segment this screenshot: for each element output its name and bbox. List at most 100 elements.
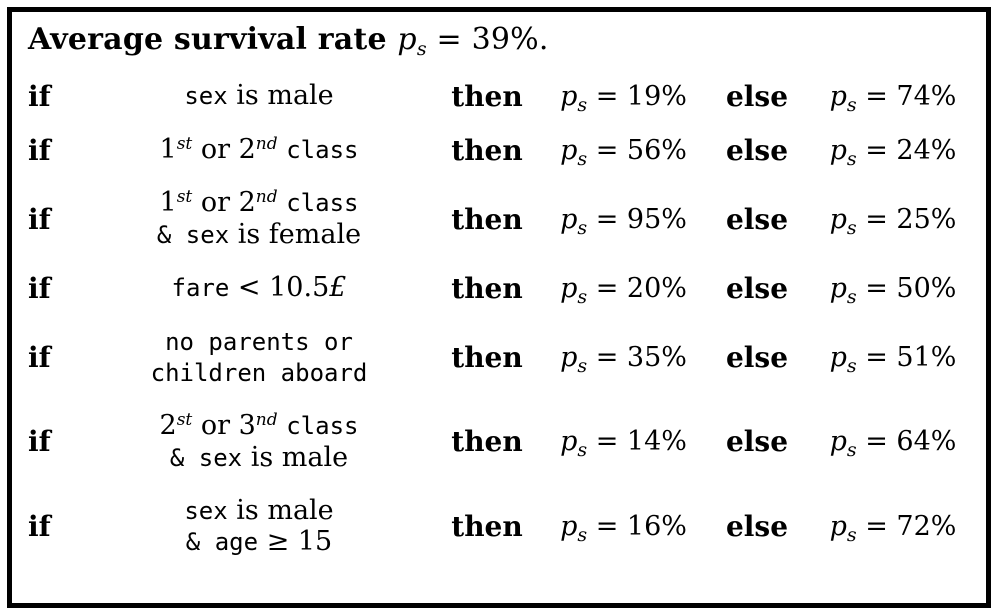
rule-row: if 1st or 2nd class & sex is female then ps … <box>12 187 986 251</box>
condition-line: sex is male <box>90 495 428 527</box>
condition-line: fare < 10.5£ <box>90 272 428 304</box>
else-keyword: else <box>725 202 789 236</box>
then-keyword: then <box>451 133 523 167</box>
then-keyword: then <box>451 202 523 236</box>
ps-value: = 64% <box>856 426 957 458</box>
ps-var: p <box>829 134 847 166</box>
condition-segment <box>278 410 287 441</box>
ps-value: = 35% <box>587 341 687 373</box>
ps-value: = 56% <box>587 134 687 166</box>
condition-segment: class <box>286 136 359 165</box>
then-survival-value: ps = 20% <box>546 272 701 307</box>
condition-segment: no parents or <box>165 327 353 356</box>
ps-value: = 25% <box>856 203 957 235</box>
condition-segment: is male <box>227 80 334 112</box>
else-survival-value: ps = 25% <box>813 203 973 238</box>
else-keyword: else <box>725 340 789 374</box>
rule-row: if 1st or 2nd class then ps = 56% else ps = 2… <box>12 133 986 169</box>
ps-sub: s <box>846 93 857 116</box>
ps-sub: s <box>577 354 588 377</box>
rule-row: if sex is male then ps = 19% else ps = 74% <box>12 79 986 116</box>
rule-row: if fare < 10.5£ then ps = 20% else ps = 50% <box>12 271 986 307</box>
ps-var: p <box>829 272 847 304</box>
rule-row: if 2st or 3nd class & sex is male then ps = … <box>12 410 986 474</box>
ps-sub: s <box>577 523 588 546</box>
ps-sub: s <box>846 523 857 546</box>
ps-sub: s <box>846 285 857 308</box>
else-keyword: else <box>725 79 789 113</box>
condition-line: & age ≥ 15 <box>90 526 428 558</box>
ps-value: = 16% <box>587 510 687 542</box>
condition-segment: or 3 <box>192 410 256 442</box>
then-survival-value: ps = 95% <box>546 203 701 238</box>
condition-segment: sex <box>184 496 228 525</box>
then-keyword: then <box>451 425 523 459</box>
ps-sub: s <box>416 38 427 60</box>
ps-sub: s <box>846 439 857 462</box>
condition-segment: nd <box>255 134 278 155</box>
else-keyword: else <box>725 509 789 543</box>
condition-segment: or 2 <box>192 134 256 166</box>
ps-sub: s <box>577 147 588 170</box>
condition-segment: class <box>286 189 359 218</box>
ps-var: p <box>397 22 417 57</box>
ps-value: = 19% <box>587 80 687 112</box>
then-survival-value: ps = 19% <box>546 80 701 115</box>
condition-segment: is male <box>227 494 334 526</box>
ps-sub: s <box>577 285 588 308</box>
condition-line: 1st or 2nd class <box>90 134 428 166</box>
else-survival-value: ps = 51% <box>813 342 973 376</box>
condition-segment: or 2 <box>192 187 256 219</box>
ps-var: p <box>560 203 578 235</box>
rule-row: if sex is male & age ≥ 15 then ps = 16% else p… <box>12 495 986 559</box>
title-value: = 39%. <box>426 22 549 57</box>
rule-condition: sex is male & age ≥ 15 <box>90 495 428 559</box>
condition-line: & sex is male <box>90 442 428 474</box>
condition-line: 2st or 3nd class <box>90 410 428 442</box>
condition-segment: fare <box>171 274 230 303</box>
condition-line: & sex is female <box>90 219 428 251</box>
then-survival-value: ps = 16% <box>546 510 701 545</box>
condition-segment: ≥ 15 <box>258 526 333 558</box>
then-survival-value: ps = 14% <box>546 426 701 460</box>
rules-list: if sex is male then ps = 19% else ps = 74% if 1… <box>12 59 986 579</box>
then-survival-value: ps = 56% <box>546 134 701 169</box>
else-survival-value: ps = 64% <box>813 426 973 460</box>
if-keyword: if <box>28 79 51 113</box>
then-keyword: then <box>451 271 523 305</box>
ps-sub: s <box>846 354 857 377</box>
condition-segment: st <box>176 410 193 431</box>
rules-panel: Average survival rate ps = 39%. if sex is… <box>7 7 991 608</box>
ps-var: p <box>560 426 578 458</box>
condition-segment: 2 <box>159 410 177 442</box>
condition-segment: nd <box>255 410 278 431</box>
condition-segment: class <box>286 412 359 441</box>
else-survival-value: ps = 50% <box>813 272 973 307</box>
if-keyword: if <box>28 133 51 167</box>
ps-var: p <box>560 272 578 304</box>
ps-value: = 24% <box>856 134 957 166</box>
condition-segment: < 10.5 <box>229 272 330 304</box>
else-keyword: else <box>725 425 789 459</box>
condition-line: children aboard <box>90 357 428 389</box>
rule-condition: 2st or 3nd class & sex is male <box>90 410 428 474</box>
condition-segment: 1 <box>159 187 177 219</box>
else-keyword: else <box>725 133 789 167</box>
condition-segment: sex <box>184 82 228 111</box>
rule-condition: sex is male <box>90 80 428 112</box>
ps-value: = 95% <box>587 203 687 235</box>
condition-line: 1st or 2nd class <box>90 187 428 219</box>
ps-sub: s <box>577 439 588 462</box>
ps-var: p <box>560 341 578 373</box>
ps-sub: s <box>846 216 857 239</box>
ps-value: = 50% <box>856 272 957 304</box>
ps-var: p <box>829 510 847 542</box>
ps-var: p <box>829 426 847 458</box>
if-keyword: if <box>28 425 51 459</box>
condition-segment: £ <box>329 272 347 304</box>
condition-segment: is female <box>229 219 362 251</box>
condition-segment: st <box>176 134 193 155</box>
rule-condition: 1st or 2nd class <box>90 134 428 166</box>
ps-var: p <box>560 134 578 166</box>
condition-segment: 1 <box>159 134 177 166</box>
